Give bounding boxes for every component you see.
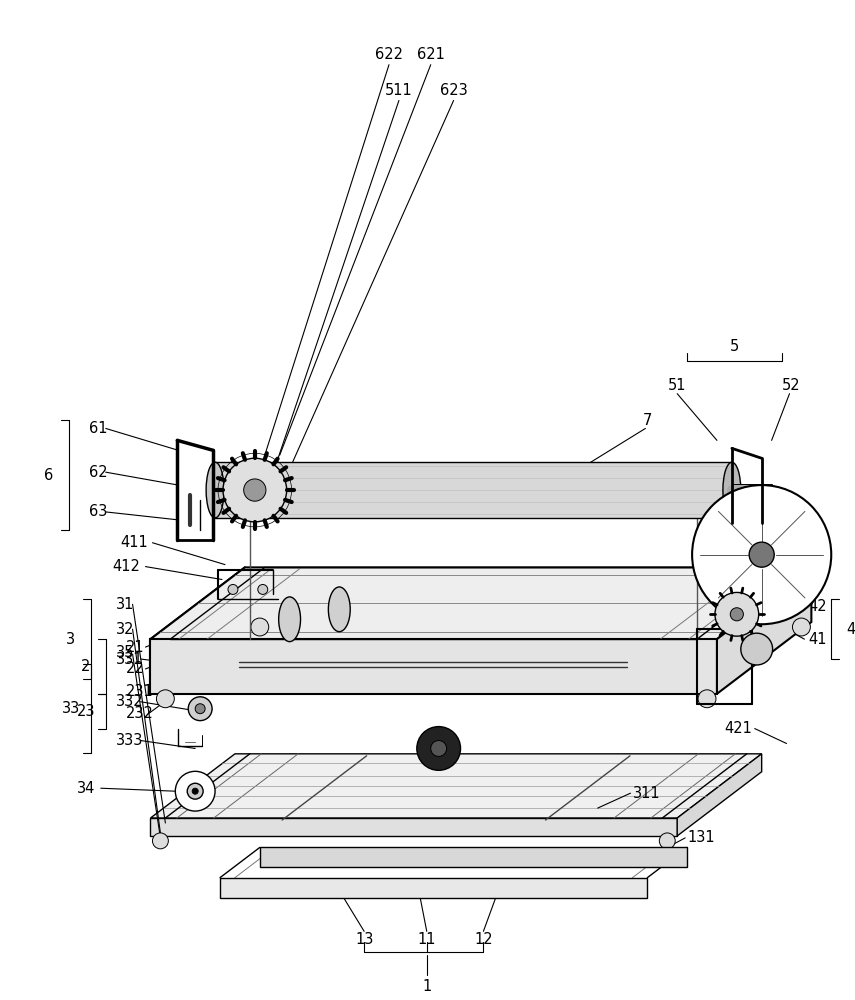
Circle shape: [251, 618, 268, 636]
Text: A: A: [806, 557, 817, 572]
Circle shape: [431, 741, 446, 756]
Text: 21: 21: [126, 640, 144, 655]
Circle shape: [417, 727, 461, 770]
Text: 4: 4: [846, 622, 855, 637]
Ellipse shape: [279, 597, 301, 642]
Text: 32: 32: [115, 622, 134, 637]
Text: 311: 311: [633, 786, 660, 801]
Text: 622: 622: [375, 47, 403, 62]
Text: 421: 421: [724, 721, 752, 736]
Text: 621: 621: [416, 47, 445, 62]
Polygon shape: [220, 878, 647, 898]
Circle shape: [192, 788, 198, 794]
Text: 3: 3: [67, 632, 75, 647]
Text: 231: 231: [126, 684, 153, 699]
Text: 52: 52: [782, 378, 801, 393]
Circle shape: [228, 584, 238, 594]
Polygon shape: [717, 567, 811, 694]
Text: 331: 331: [115, 652, 143, 667]
Circle shape: [258, 584, 268, 594]
Circle shape: [715, 592, 758, 636]
Text: 7: 7: [643, 413, 652, 428]
Text: 6: 6: [44, 468, 54, 483]
Circle shape: [195, 704, 205, 714]
Text: 332: 332: [115, 694, 144, 709]
Circle shape: [188, 697, 212, 721]
Circle shape: [223, 458, 286, 522]
Circle shape: [152, 833, 168, 849]
Circle shape: [740, 633, 773, 665]
Text: 131: 131: [687, 830, 715, 845]
Circle shape: [187, 783, 203, 799]
Ellipse shape: [328, 587, 351, 632]
Ellipse shape: [206, 462, 224, 518]
Polygon shape: [150, 567, 811, 639]
Text: 63: 63: [89, 504, 107, 519]
Polygon shape: [150, 639, 717, 694]
Text: 11: 11: [417, 932, 436, 947]
Text: 12: 12: [474, 932, 492, 947]
Text: 411: 411: [121, 535, 149, 550]
Text: 62: 62: [89, 465, 108, 480]
Circle shape: [659, 833, 675, 849]
Text: 412: 412: [113, 559, 140, 574]
Text: 333: 333: [115, 733, 143, 748]
Polygon shape: [150, 754, 762, 818]
Circle shape: [244, 479, 266, 501]
Text: 23: 23: [77, 704, 95, 719]
Text: 31: 31: [115, 597, 134, 612]
Text: 511: 511: [385, 83, 413, 98]
Circle shape: [175, 771, 215, 811]
Text: 51: 51: [668, 378, 687, 393]
Text: 1: 1: [422, 979, 432, 994]
Polygon shape: [260, 847, 687, 867]
Circle shape: [692, 485, 831, 624]
Text: 42: 42: [808, 599, 827, 614]
Text: 22: 22: [126, 661, 144, 676]
Text: 2: 2: [81, 659, 91, 674]
Circle shape: [730, 608, 743, 621]
Text: 13: 13: [355, 932, 374, 947]
Polygon shape: [677, 754, 762, 836]
Circle shape: [156, 690, 174, 708]
Text: 41: 41: [808, 632, 827, 647]
Text: 33: 33: [62, 701, 80, 716]
Circle shape: [749, 542, 774, 567]
Circle shape: [698, 690, 716, 708]
Text: 61: 61: [89, 421, 108, 436]
Text: 232: 232: [126, 706, 154, 721]
Ellipse shape: [723, 462, 740, 518]
Polygon shape: [215, 462, 732, 518]
Text: 5: 5: [729, 339, 739, 354]
Polygon shape: [150, 818, 677, 836]
Text: 34: 34: [78, 781, 96, 796]
Text: 623: 623: [439, 83, 468, 98]
Text: 35: 35: [115, 645, 134, 660]
Circle shape: [793, 618, 811, 636]
